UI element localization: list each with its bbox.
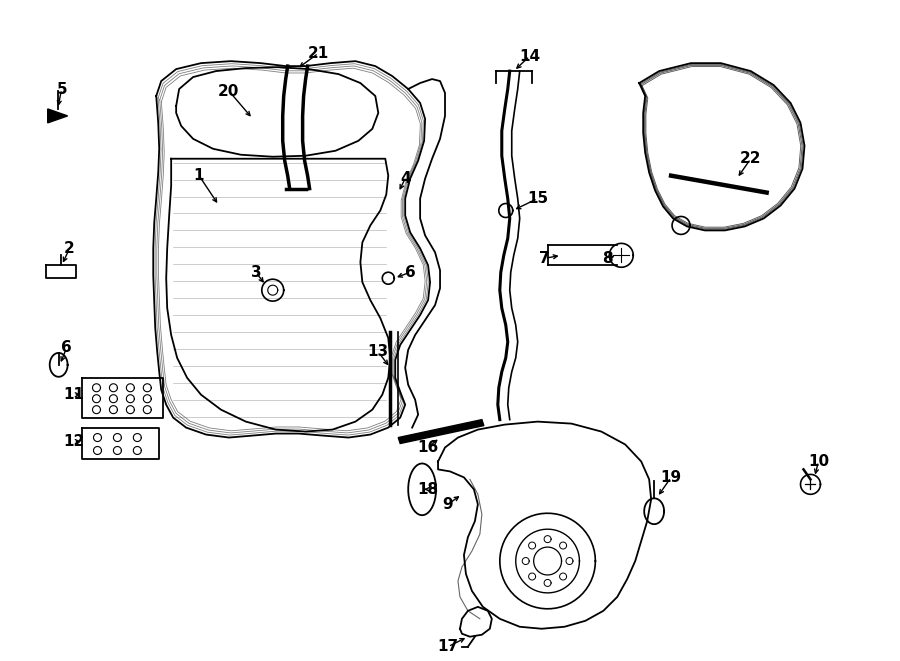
Text: 1: 1 (194, 168, 204, 183)
Text: 2: 2 (64, 241, 75, 256)
Text: 9: 9 (443, 497, 454, 512)
Text: 20: 20 (218, 83, 239, 98)
Text: 6: 6 (405, 265, 416, 280)
Text: 7: 7 (539, 251, 550, 266)
Text: 12: 12 (63, 434, 85, 449)
Text: 22: 22 (740, 151, 761, 166)
Text: 14: 14 (519, 49, 540, 63)
Text: 3: 3 (250, 265, 261, 280)
Polygon shape (398, 420, 484, 444)
Text: 10: 10 (808, 454, 829, 469)
Text: 15: 15 (527, 191, 548, 206)
Polygon shape (48, 109, 68, 123)
Text: 18: 18 (418, 482, 438, 497)
Text: 13: 13 (368, 344, 389, 360)
Text: 4: 4 (400, 171, 410, 186)
Text: 11: 11 (63, 387, 84, 403)
Text: 17: 17 (437, 639, 459, 654)
Text: 8: 8 (602, 251, 613, 266)
Text: 19: 19 (661, 470, 681, 485)
Text: 6: 6 (61, 340, 72, 356)
Text: 21: 21 (308, 46, 329, 61)
Text: 16: 16 (418, 440, 438, 455)
Text: 5: 5 (57, 81, 67, 97)
